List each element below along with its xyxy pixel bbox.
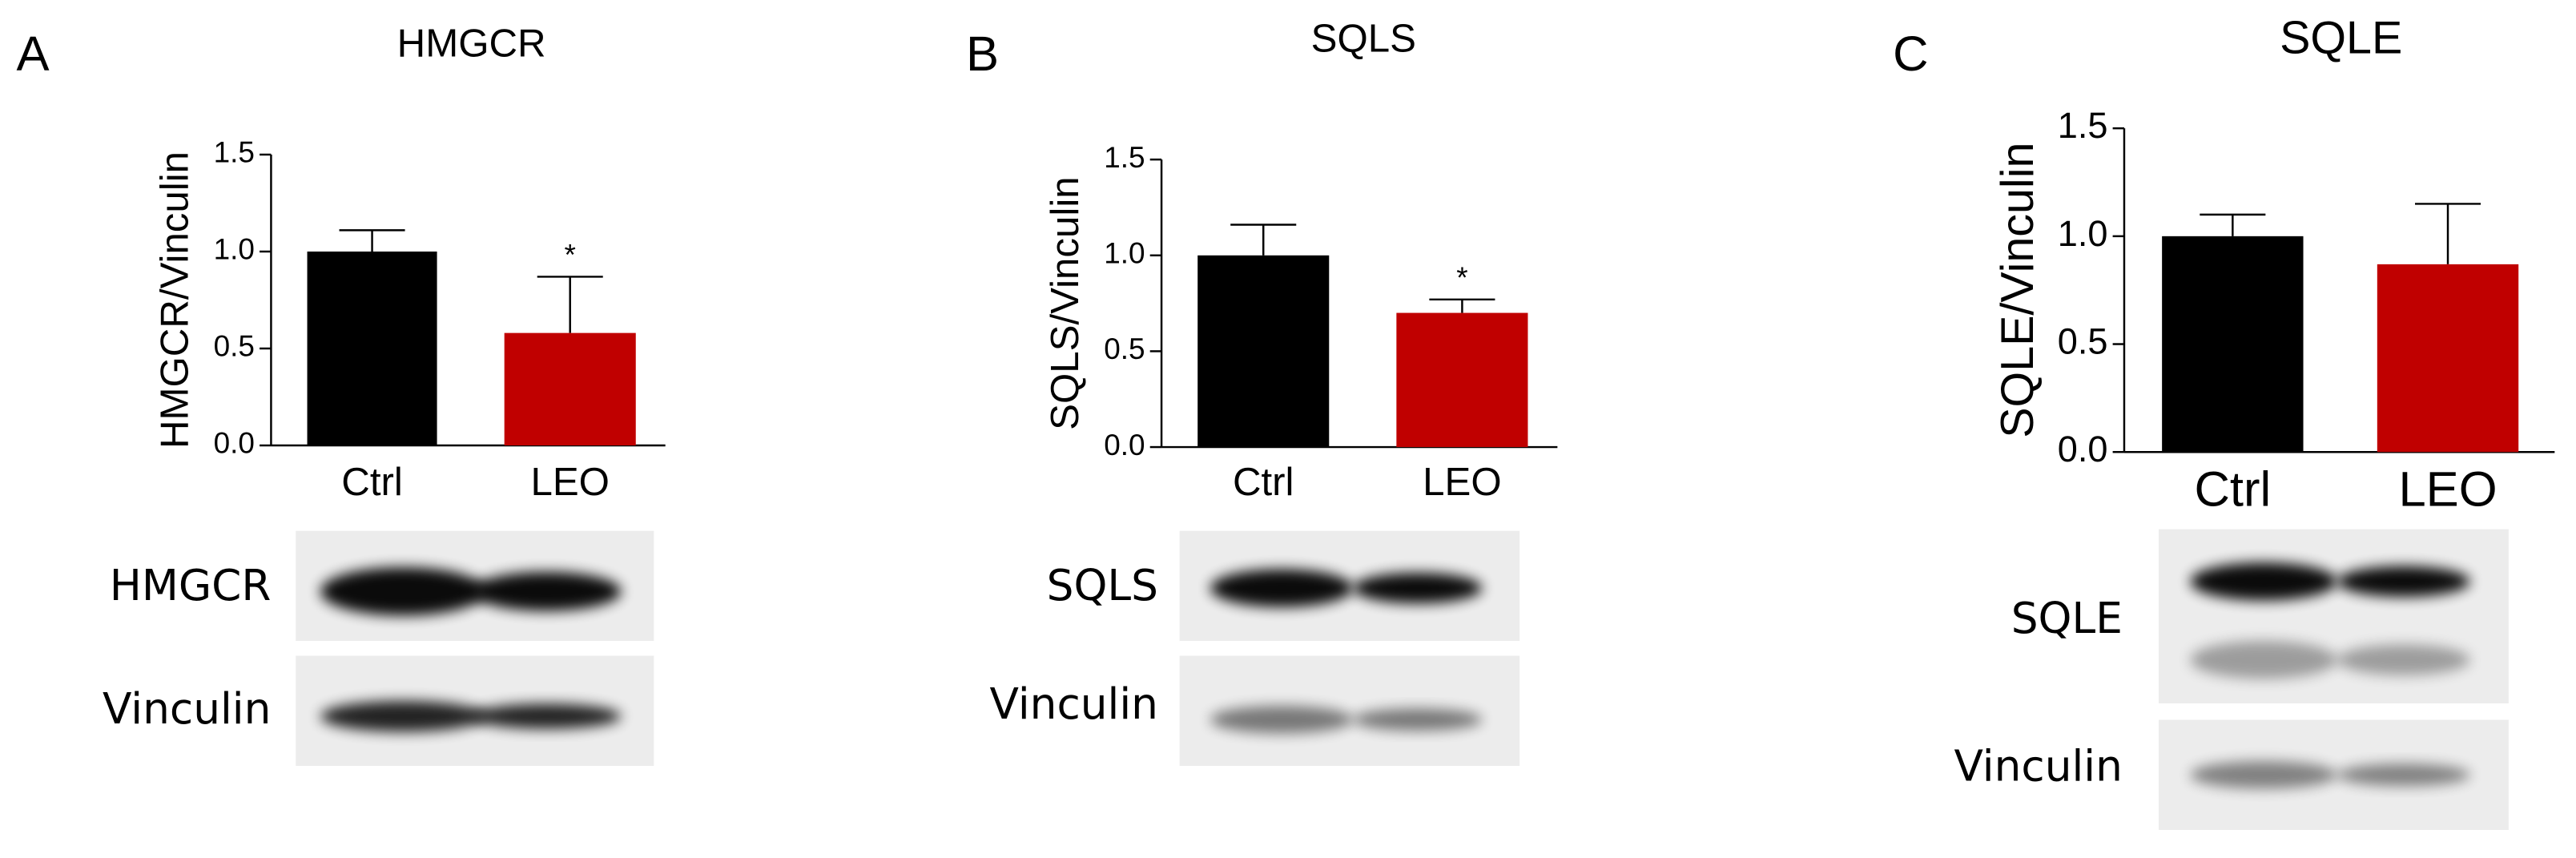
y-tick-label: 0.5	[214, 330, 255, 363]
bar	[2377, 264, 2519, 453]
blot-label: Vinculin	[103, 684, 271, 734]
chart-title: SQLS	[1311, 16, 1416, 60]
y-tick-label: 0.0	[1104, 429, 1145, 461]
x-tick-label: Ctrl	[1233, 460, 1294, 504]
blot-band	[471, 703, 622, 729]
blot-band	[320, 567, 486, 616]
panel-label: B	[966, 26, 999, 82]
blot-band	[1353, 708, 1483, 731]
blot-label: Vinculin	[1954, 742, 2122, 792]
blot-band	[1210, 569, 1354, 607]
y-tick-label: 0.5	[1104, 332, 1145, 365]
x-tick-label: LEO	[1423, 460, 1502, 504]
blot-band	[2337, 566, 2470, 598]
y-tick-label: 1.5	[1104, 141, 1145, 174]
bar	[1396, 312, 1528, 448]
blot-label: SQLE	[2011, 594, 2123, 643]
x-tick-label: Ctrl	[2195, 462, 2272, 518]
blot-band	[2190, 562, 2337, 601]
y-axis-label: SQLE/Vinculin	[1992, 143, 2043, 438]
chart-title: HMGCR	[397, 22, 546, 66]
y-tick-label: 1.0	[1104, 237, 1145, 270]
blot-band	[2190, 640, 2337, 679]
y-tick-label: 0.0	[214, 427, 255, 460]
bar	[2162, 236, 2304, 453]
bar	[1197, 255, 1330, 448]
y-axis-label: SQLS/Vinculin	[1043, 176, 1087, 429]
x-tick-label: LEO	[2398, 462, 2497, 518]
panel-label: A	[17, 26, 50, 82]
y-tick-label: 1.0	[214, 233, 255, 266]
y-tick-label: 1.5	[214, 136, 255, 169]
y-tick-label: 0.5	[2058, 320, 2108, 361]
blot-band	[1353, 572, 1483, 604]
significance: *	[1456, 261, 1467, 294]
blot-band	[1210, 706, 1354, 734]
blot-background	[2159, 529, 2509, 704]
y-tick-label: 0.0	[2058, 429, 2108, 469]
blot-band	[2337, 763, 2470, 787]
blot-label: HMGCR	[110, 561, 272, 610]
x-tick-label: LEO	[530, 460, 610, 504]
bar	[307, 251, 437, 446]
blot-label: SQLS	[1047, 561, 1158, 610]
bar	[504, 332, 636, 446]
blot-band	[320, 700, 486, 732]
blot-band	[471, 571, 622, 611]
y-tick-label: 1.0	[2058, 213, 2108, 254]
x-tick-label: Ctrl	[341, 460, 403, 504]
y-axis-label: HMGCR/Vinculin	[153, 151, 197, 449]
blot-label: Vinculin	[990, 679, 1158, 729]
blot-band	[2190, 761, 2337, 789]
y-tick-label: 1.5	[2058, 105, 2108, 146]
significance: *	[565, 239, 576, 272]
chart-title: SQLE	[2280, 13, 2402, 64]
panel-label: C	[1893, 26, 1928, 82]
blot-band	[2337, 644, 2470, 675]
